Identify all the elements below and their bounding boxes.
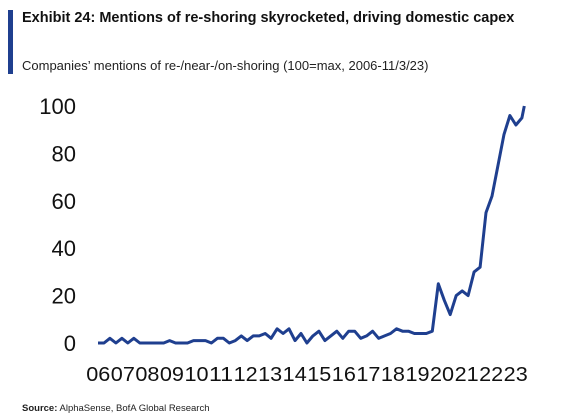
- x-tick-label: 06: [86, 364, 110, 386]
- x-tick-label: 09: [160, 364, 184, 386]
- x-tick-label: 17: [356, 364, 380, 386]
- x-axis: 06 07 08 09 10 11 12 13 14 15 16 17 18 19 20 21 22 23: [86, 364, 528, 386]
- y-tick-label: 0: [64, 331, 76, 356]
- x-tick-label: 19: [405, 364, 429, 386]
- x-tick-label: 08: [135, 364, 159, 386]
- line-chart: 0 20 40 60 80 100 06 07 08 09 10 11 12 13 14 15 16 17 18 1…: [39, 94, 528, 386]
- y-tick-label: 20: [52, 284, 76, 309]
- y-tick-label: 100: [39, 94, 76, 119]
- series-line: [98, 105, 526, 345]
- series-layer: [98, 105, 526, 345]
- x-tick-label: 13: [258, 364, 282, 386]
- y-axis: 0 20 40 60 80 100: [39, 94, 76, 356]
- source-text: AlphaSense, BofA Global Research: [59, 403, 210, 414]
- y-tick-label: 40: [52, 236, 76, 261]
- y-tick-label: 60: [52, 189, 76, 214]
- chart-subtitle: Companies’ mentions of re-/near-/on-shor…: [22, 58, 429, 73]
- x-tick-label: 22: [479, 364, 503, 386]
- x-tick-label: 20: [430, 364, 454, 386]
- source-note: Source: AlphaSense, BofA Global Research: [22, 403, 209, 414]
- chart-title: Exhibit 24: Mentions of re-shoring skyro…: [22, 10, 515, 26]
- y-tick-label: 80: [52, 141, 76, 166]
- x-tick-label: 23: [504, 364, 528, 386]
- x-tick-label: 16: [332, 364, 356, 386]
- x-tick-label: 10: [184, 364, 208, 386]
- accent-bar: [8, 10, 13, 74]
- x-tick-label: 11: [209, 364, 233, 386]
- x-tick-label: 15: [307, 364, 331, 386]
- x-tick-label: 07: [111, 364, 135, 386]
- x-tick-label: 12: [234, 364, 258, 386]
- x-tick-label: 21: [455, 364, 479, 386]
- x-tick-label: 14: [283, 364, 307, 386]
- x-tick-label: 18: [381, 364, 405, 386]
- source-label: Source:: [22, 403, 58, 414]
